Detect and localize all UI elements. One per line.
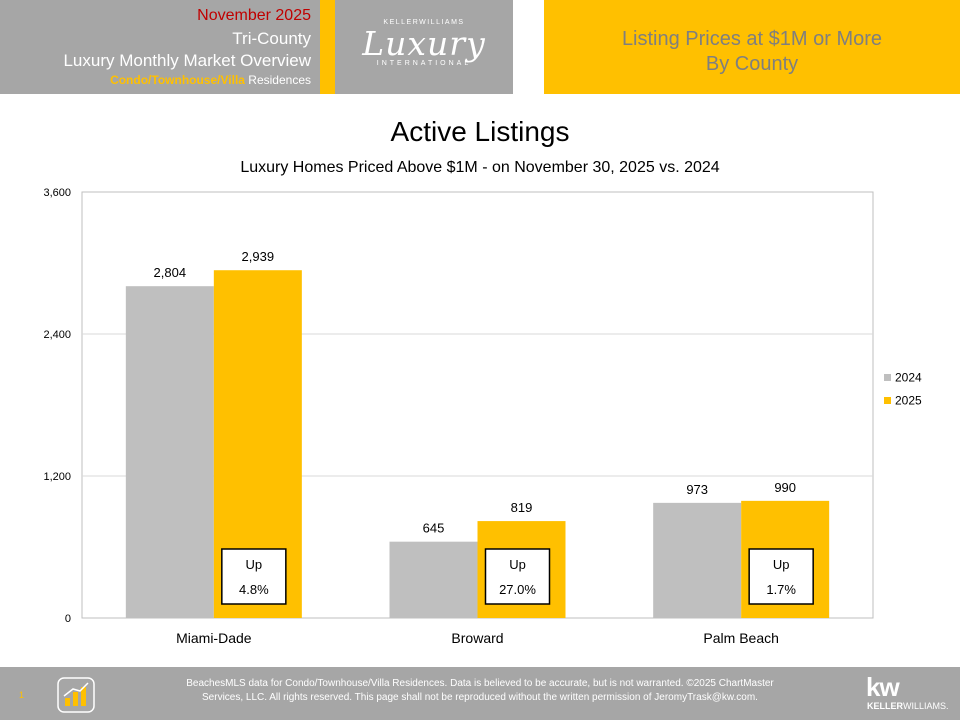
topic-line-1: Listing Prices at $1M or More — [621, 28, 883, 50]
data-label: 645 — [423, 521, 445, 536]
legend-swatch-2025 — [884, 397, 891, 404]
segment-rest: Residences — [244, 73, 311, 87]
report-date: November 2025 — [197, 7, 311, 24]
footer: 1 BeachesMLS data for Condo/Townhouse/Vi… — [0, 667, 960, 720]
header-topic-panel: Listing Prices at $1M or More By County — [544, 0, 960, 94]
x-tick-label: Palm Beach — [703, 630, 778, 646]
chartmaster-logo-icon — [57, 677, 95, 713]
bar-2024 — [389, 541, 478, 618]
brand-name-bold: KELLER — [867, 701, 903, 711]
x-tick-label: Miami-Dade — [176, 630, 252, 646]
bar-2024 — [653, 502, 742, 618]
change-percent: 4.8% — [239, 582, 269, 597]
brand-name-rest: WILLIAMS. — [903, 701, 949, 711]
data-label: 990 — [774, 480, 796, 495]
x-tick-label: Broward — [451, 630, 503, 646]
data-label: 2,804 — [154, 265, 187, 280]
report-segment: Condo/Townhouse/Villa Residences — [110, 73, 311, 87]
header-divider — [320, 0, 335, 94]
page-number: 1 — [19, 690, 25, 700]
change-direction: Up — [773, 557, 790, 572]
header-title-panel: November 2025 Tri-County Luxury Monthly … — [0, 0, 320, 94]
report-region: Tri-County — [232, 29, 311, 48]
y-tick-label: 1,200 — [43, 471, 71, 483]
data-label: 819 — [511, 500, 533, 515]
legend-label-2024: 2024 — [895, 371, 922, 385]
keller-williams-mark: kw — [866, 672, 900, 702]
keller-williams-name: KELLERWILLIAMS. — [867, 701, 949, 711]
logo-main-text: Luxury — [362, 24, 486, 63]
change-percent: 1.7% — [766, 582, 796, 597]
logo-bottom-text: INTERNATIONAL — [376, 60, 472, 67]
bar-2024 — [125, 286, 214, 618]
data-label: 973 — [686, 482, 708, 497]
bar-chart: 0 1,200 2,400 3,600 2,804 2,939 Miami-Dade Up 4.… — [43, 187, 922, 646]
legend-swatch-2024 — [884, 374, 891, 381]
y-tick-label: 3,600 — [43, 187, 71, 199]
chart-subtitle: Luxury Homes Priced Above $1M - on Novem… — [240, 159, 720, 176]
change-direction: Up — [246, 557, 263, 572]
topic-line-2: By County — [705, 53, 799, 75]
disclaimer-line-2: Services, LLC. All rights reserved. This… — [202, 692, 758, 703]
change-annotation-box — [748, 548, 814, 605]
data-label: 2,939 — [242, 249, 275, 264]
change-annotation-box — [484, 548, 551, 605]
report-name: Luxury Monthly Market Overview — [63, 51, 311, 70]
change-annotation-box — [221, 548, 287, 605]
segment-highlight: Condo/Townhouse/Villa — [110, 73, 245, 87]
disclaimer-line-1: BeachesMLS data for Condo/Townhouse/Vill… — [186, 678, 774, 689]
y-tick-label: 2,400 — [43, 329, 71, 341]
y-tick-label: 0 — [65, 613, 71, 625]
logo-top-text: KELLERWILLIAMS — [383, 19, 465, 26]
legend-label-2025: 2025 — [895, 394, 922, 408]
change-direction: Up — [509, 557, 526, 572]
luxury-international-logo: KELLERWILLIAMS Luxury INTERNATIONAL — [335, 0, 513, 94]
change-percent: 27.0% — [499, 582, 536, 597]
chart-title: Active Listings — [390, 116, 570, 147]
